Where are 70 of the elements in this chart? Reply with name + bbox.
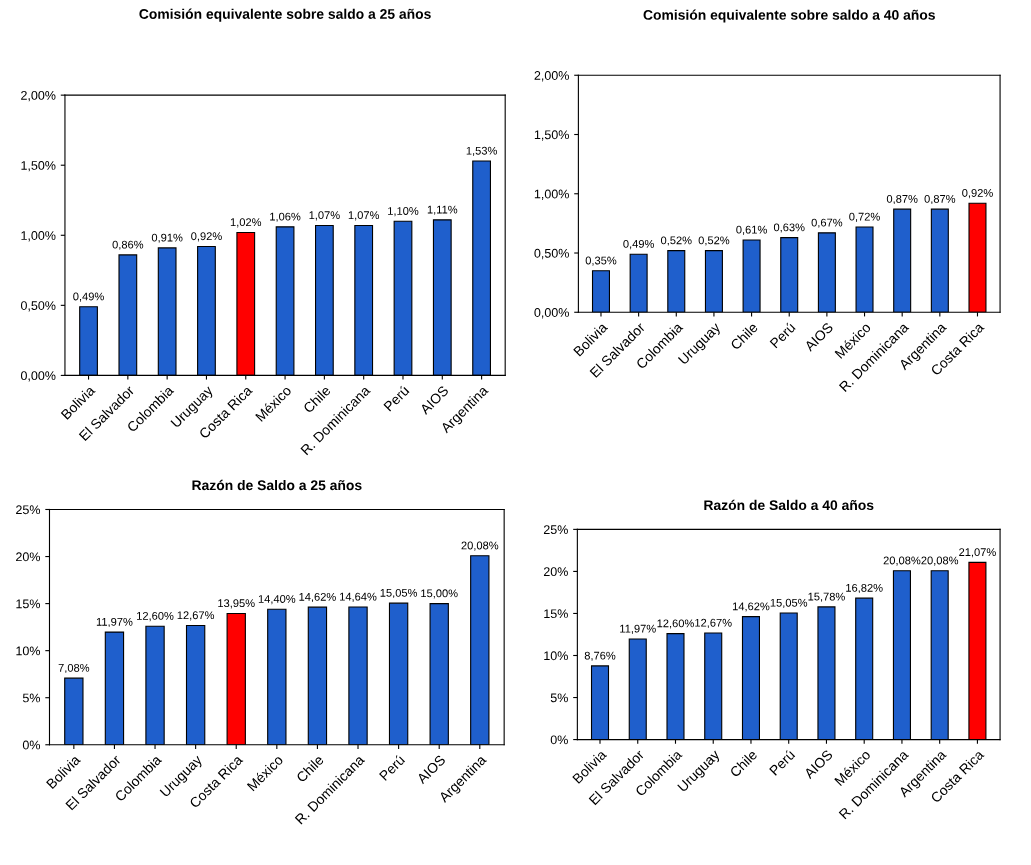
data-label: 20,08%	[921, 556, 959, 566]
data-label: 12,67%	[695, 618, 732, 628]
data-label: 12,60%	[657, 619, 694, 629]
data-label: 21,07%	[959, 548, 996, 558]
data-label: 12,60%	[137, 611, 174, 622]
y-tick-label: 0,50%	[534, 248, 569, 260]
data-label: 0,63%	[773, 223, 805, 233]
data-label: 15,78%	[808, 592, 845, 602]
y-tick-label: 0,00%	[534, 308, 569, 319]
data-label: 15,00%	[421, 589, 458, 599]
y-tick-label: 1,50%	[21, 161, 56, 172]
data-label: 15,05%	[770, 598, 808, 608]
data-label: 0,91%	[151, 233, 183, 243]
y-tick-label: 15%	[16, 599, 41, 609]
y-tick-label: 2,00%	[534, 71, 569, 82]
y-tick-label: 25%	[543, 525, 568, 535]
y-tick-label: 5%	[550, 693, 568, 703]
y-tick-label: 20%	[16, 552, 41, 562]
data-label: 1,02%	[230, 218, 262, 228]
data-label: 0,92%	[191, 232, 222, 242]
y-tick-label: 15%	[544, 609, 568, 619]
y-tick-label: 0,50%	[20, 301, 56, 312]
data-label: 11,97%	[620, 624, 656, 634]
y-tick-label: 0,00%	[20, 371, 56, 382]
data-label: 0,49%	[73, 292, 104, 302]
data-label: 15,05%	[380, 588, 418, 599]
y-tick-label: 0%	[22, 740, 41, 750]
data-label: 14,62%	[732, 602, 770, 612]
data-label: 1,11%	[427, 205, 458, 215]
chart-title: Razón de Saldo a 40 años	[704, 499, 874, 511]
data-label: 7,08%	[58, 663, 90, 674]
data-label: 0,61%	[736, 225, 767, 235]
data-label: 0,49%	[623, 239, 654, 250]
chart-title: Comisión equivalente sobre saldo a 25 años	[139, 8, 431, 22]
data-label: 14,64%	[340, 592, 377, 602]
data-label: 0,87%	[886, 194, 918, 205]
data-label: 12,67%	[177, 611, 215, 621]
y-tick-label: 0%	[550, 735, 568, 745]
data-label: 1,53%	[466, 146, 497, 156]
data-label: 14,62%	[299, 592, 336, 603]
y-tick-label: 1,00%	[21, 231, 56, 242]
y-tick-label: 2,00%	[21, 90, 56, 102]
data-label: 16,82%	[846, 583, 883, 594]
y-tick-label: 20%	[543, 567, 568, 577]
data-label: 0,67%	[811, 218, 843, 228]
chart-title: Razón de Saldo a 25 años	[192, 479, 362, 491]
data-label: 20,08%	[461, 541, 499, 551]
y-tick-label: 5%	[22, 693, 41, 703]
data-label: 14,40%	[258, 595, 296, 605]
data-label: 1,06%	[270, 212, 301, 222]
data-label: 0,86%	[112, 240, 144, 250]
data-label: 0,72%	[849, 212, 880, 222]
data-label: 0,52%	[698, 236, 730, 246]
data-label: 13,95%	[218, 599, 255, 609]
data-label: 1,07%	[309, 211, 340, 221]
data-label: 0,92%	[962, 189, 993, 199]
y-tick-label: 10%	[544, 651, 568, 661]
data-label: 0,87%	[924, 194, 956, 205]
data-label: 11,97%	[96, 617, 133, 628]
data-label: 20,08%	[883, 556, 921, 566]
y-tick-label: 1,50%	[534, 130, 569, 141]
data-label: 0,35%	[585, 256, 617, 266]
y-tick-label: 25%	[16, 505, 41, 515]
chart-title: Comisión equivalente sobre saldo a 40 años	[643, 9, 935, 23]
y-tick-label: 10%	[16, 646, 41, 656]
data-label: 1,07%	[348, 211, 380, 221]
data-label: 8,76%	[584, 651, 616, 661]
data-label: 0,52%	[660, 236, 692, 246]
y-tick-label: 1,00%	[534, 189, 569, 200]
data-label: 1,10%	[388, 207, 419, 217]
